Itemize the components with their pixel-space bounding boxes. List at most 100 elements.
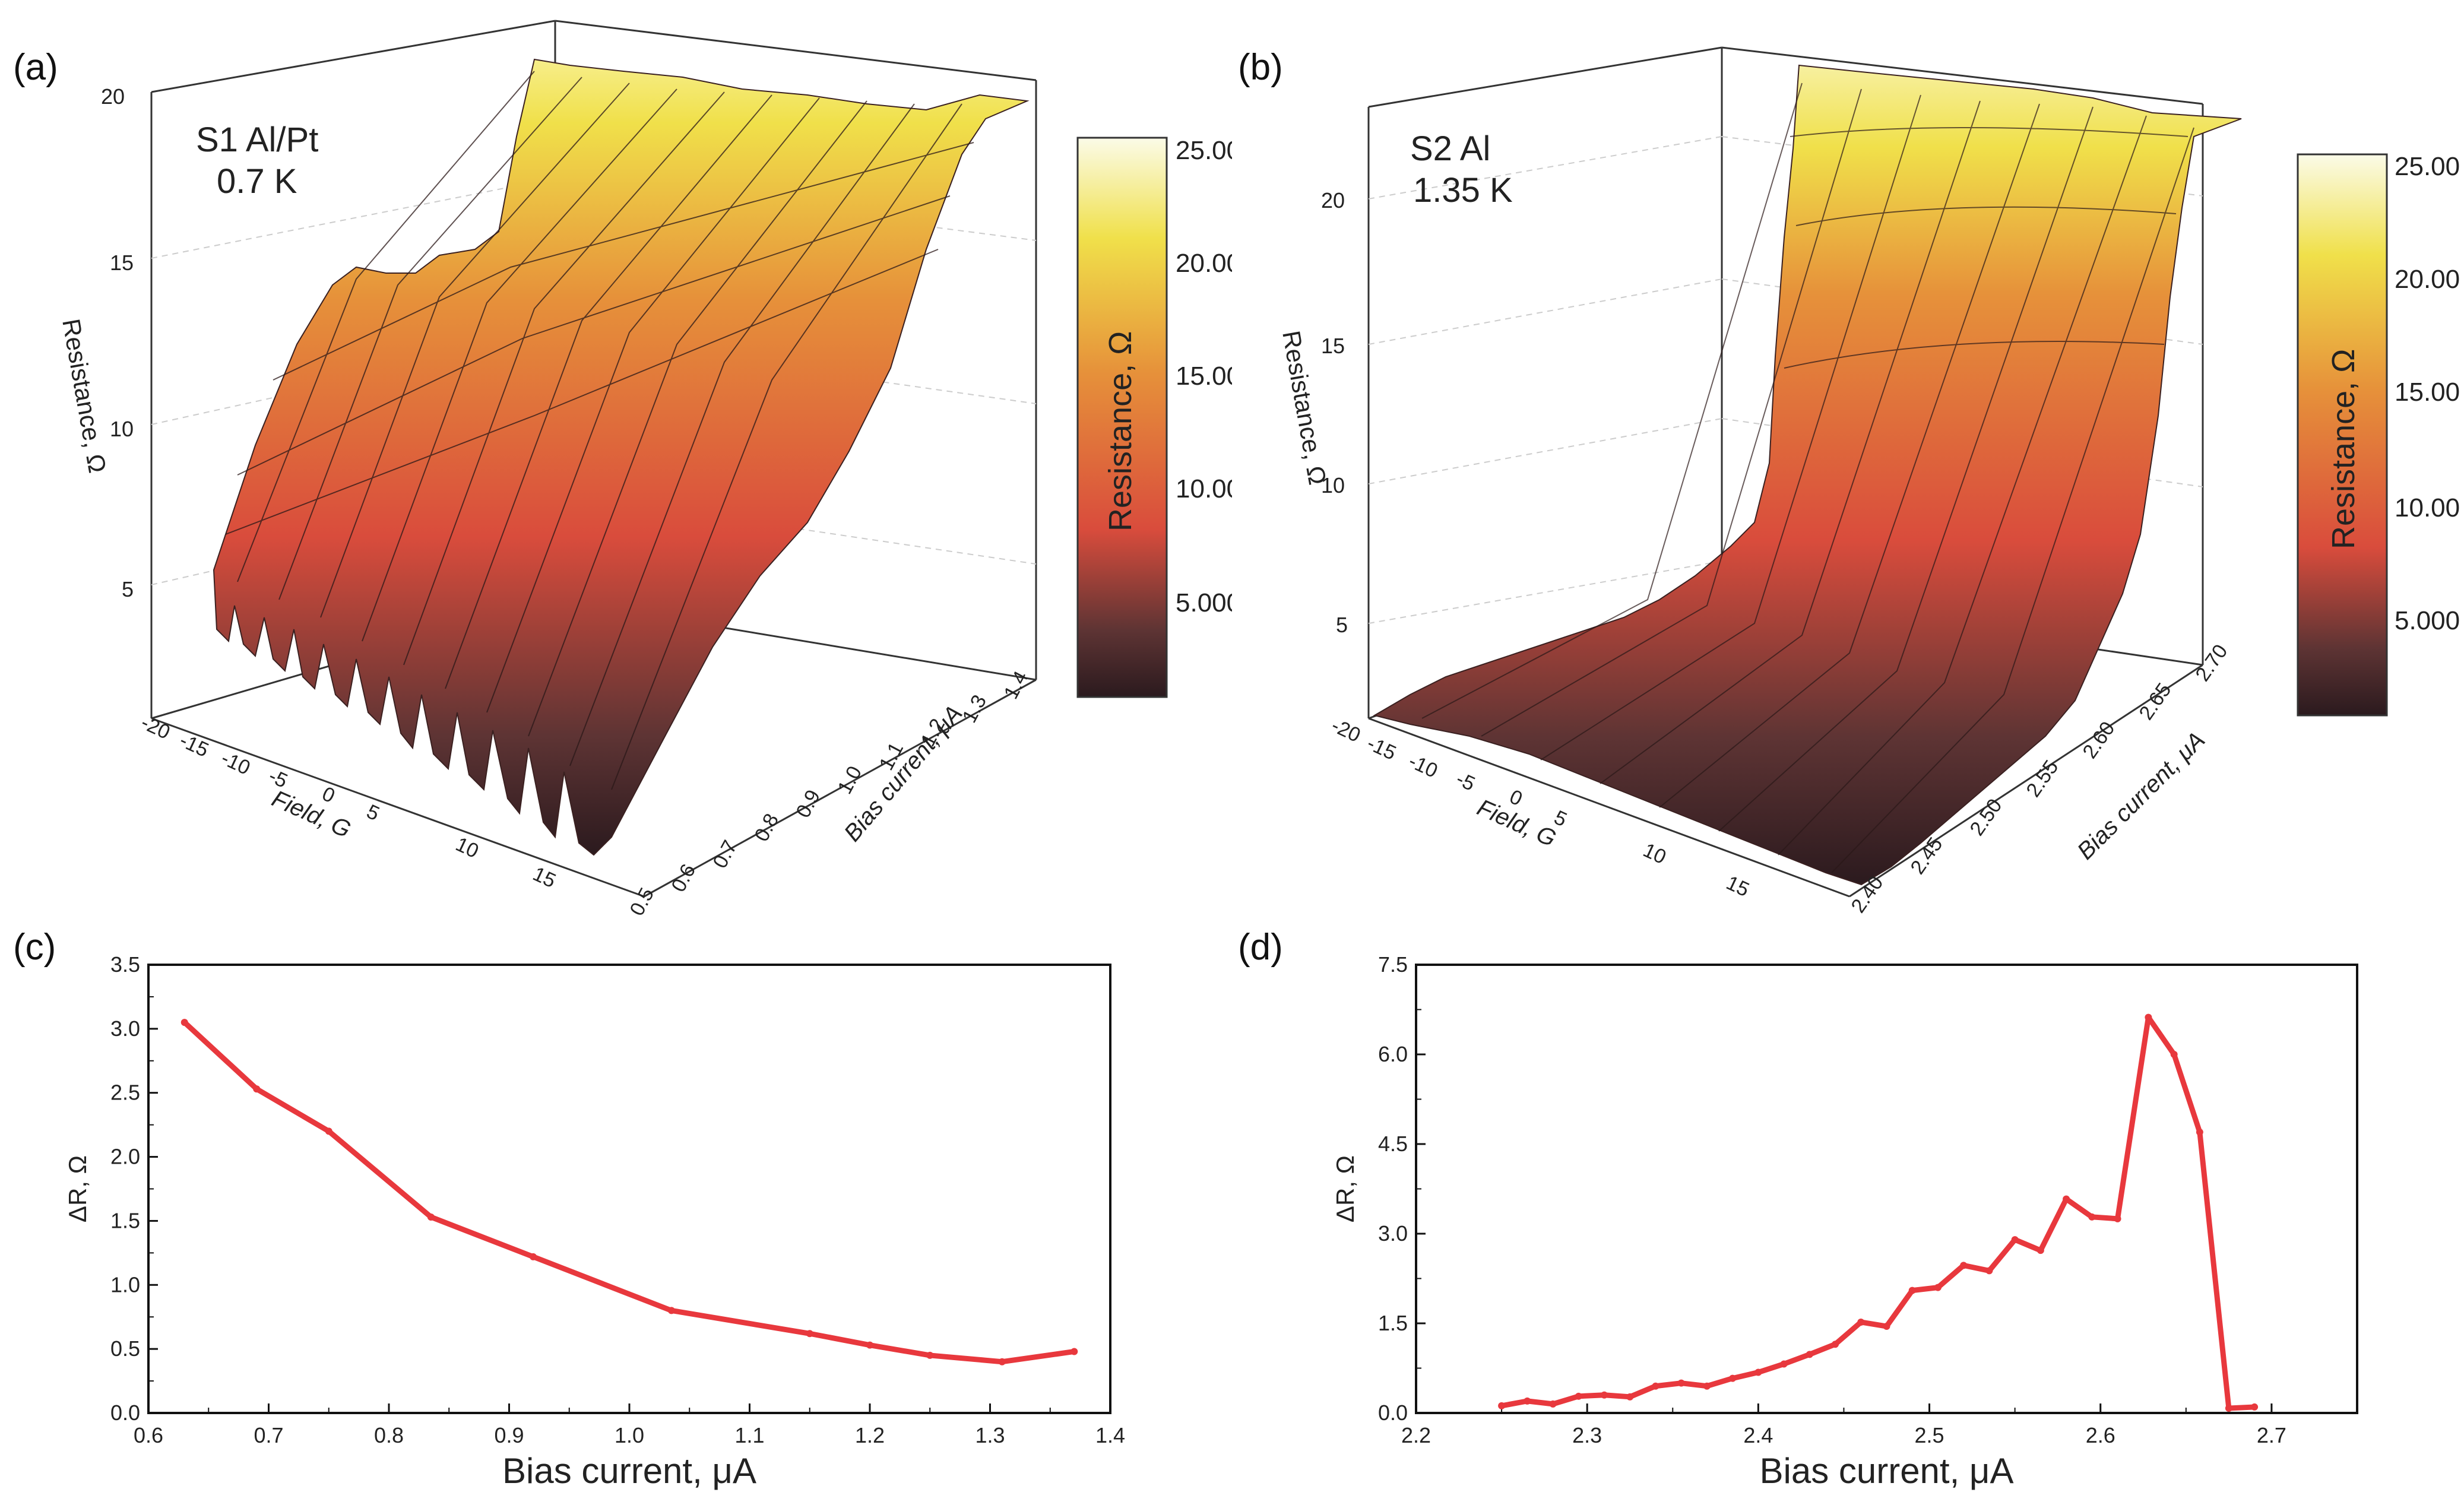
x-tick-b: -15 bbox=[1364, 732, 1400, 765]
x-tick-a: -20 bbox=[138, 711, 174, 744]
data-point bbox=[1857, 1318, 1865, 1326]
y-tick-label: 0.0 bbox=[110, 1401, 140, 1425]
data-point bbox=[2225, 1404, 2232, 1412]
data-point bbox=[1071, 1348, 1078, 1355]
x-tick-label: 0.9 bbox=[494, 1423, 524, 1447]
x-axis-label: Bias current, μA bbox=[1759, 1451, 2013, 1491]
data-series-line bbox=[182, 1020, 1075, 1365]
y-tick-label: 3.5 bbox=[110, 952, 140, 977]
y-tick-a: 0.7 bbox=[709, 837, 742, 872]
data-series-line bbox=[1501, 1015, 2255, 1411]
data-point bbox=[1908, 1287, 1916, 1294]
data-point bbox=[866, 1341, 873, 1349]
y-tick-label: 2.0 bbox=[110, 1145, 140, 1169]
x-tick-label: 2.3 bbox=[1572, 1423, 1602, 1447]
x-tick-label: 2.5 bbox=[1915, 1423, 1944, 1447]
data-point bbox=[1832, 1341, 1839, 1348]
annotation-a-line2: 0.7 K bbox=[217, 162, 297, 201]
x-tick-a: 15 bbox=[530, 863, 559, 892]
x-tick-label: 0.7 bbox=[254, 1423, 283, 1447]
data-point bbox=[926, 1351, 934, 1359]
data-point bbox=[2037, 1247, 2044, 1254]
y-tick-label: 6.0 bbox=[1378, 1042, 1408, 1066]
y-tick-a: 1.0 bbox=[834, 762, 867, 798]
y-tick-label: 3.0 bbox=[1378, 1221, 1408, 1246]
z-tick-a: 5 bbox=[122, 577, 134, 601]
x-tick-a: -15 bbox=[176, 729, 213, 762]
colorbar-tick-a: 5.000 bbox=[1176, 588, 1232, 617]
y-tick-a: 0.8 bbox=[750, 810, 784, 845]
plot-frame bbox=[1415, 964, 2358, 1414]
colorbar-tick-a: 10.00 bbox=[1176, 474, 1232, 503]
data-point bbox=[667, 1307, 675, 1314]
y-tick-label: 3.0 bbox=[110, 1016, 140, 1041]
data-point bbox=[2170, 1051, 2178, 1058]
surface-plot-b: 20 15 10 5 Resistance, Ω -20 -15 -10 -5 … bbox=[1277, 46, 2460, 917]
annotation-a-line1: S1 Al/Pt bbox=[196, 121, 318, 159]
data-point bbox=[2063, 1195, 2070, 1203]
x-tick-b: 10 bbox=[1640, 839, 1670, 869]
line-chart-c: 0.6 0.7 0.8 0.9 1.0 1.1 1.2 1.3 1.4 0.0 0.5 1.0 1.5 2… bbox=[64, 952, 1125, 1491]
data-point bbox=[1960, 1262, 1968, 1269]
z-axis-label-a: Resistance, Ω bbox=[57, 316, 112, 475]
x-tick-a: -10 bbox=[218, 747, 254, 780]
x-tick-label: 2.6 bbox=[2086, 1423, 2115, 1447]
data-point bbox=[1754, 1368, 1762, 1376]
x-tick-label: 2.2 bbox=[1401, 1423, 1431, 1447]
panel-d-label: (d) bbox=[1238, 927, 1283, 968]
data-point bbox=[1729, 1374, 1737, 1382]
x-tick-label: 0.8 bbox=[374, 1423, 404, 1447]
colorbar-tick-b: 5.000 bbox=[2395, 606, 2460, 635]
data-point bbox=[1883, 1323, 1890, 1330]
colorbar-label-a: Resistance, Ω bbox=[1103, 331, 1138, 532]
y-tick-b: 2.70 bbox=[2191, 641, 2232, 686]
colorbar-tick-b: 15.00 bbox=[2395, 378, 2460, 407]
x-axis-label-a: Field, G bbox=[268, 785, 354, 843]
data-point bbox=[1780, 1360, 1788, 1368]
y-axis-label: ΔR, Ω bbox=[1331, 1155, 1359, 1222]
data-point bbox=[1934, 1284, 1942, 1291]
x-tick-a: 5 bbox=[363, 800, 383, 825]
data-point bbox=[1498, 1402, 1506, 1409]
annotation-b-line2: 1.35 K bbox=[1413, 171, 1513, 210]
y-tick-b: 2.50 bbox=[1965, 795, 2006, 840]
data-point bbox=[1806, 1351, 1813, 1358]
plot-frame bbox=[147, 964, 1111, 1414]
data-point bbox=[806, 1330, 813, 1338]
data-point bbox=[2088, 1213, 2096, 1221]
colorbar-label-b: Resistance, Ω bbox=[2326, 349, 2361, 550]
y-tick-label: 4.5 bbox=[1378, 1132, 1408, 1156]
x-tick-b: -5 bbox=[1453, 768, 1478, 796]
z-tick-b: 20 bbox=[1321, 188, 1345, 213]
y-tick-label: 0.5 bbox=[110, 1336, 140, 1361]
data-point bbox=[1549, 1400, 1557, 1408]
x-axis-label: Bias current, μA bbox=[502, 1451, 756, 1491]
x-tick-label: 1.4 bbox=[1095, 1423, 1125, 1447]
x-tick-a: 0 bbox=[319, 782, 338, 807]
y-tick-a: 0.6 bbox=[667, 860, 701, 896]
data-point bbox=[2251, 1403, 2259, 1411]
data-point bbox=[1703, 1382, 1711, 1390]
x-tick-label: 1.2 bbox=[855, 1423, 885, 1447]
data-point bbox=[1524, 1397, 1531, 1405]
colorbar-a bbox=[1076, 137, 1168, 698]
z-tick-b: 10 bbox=[1321, 473, 1345, 498]
colorbar-tick-b: 25.00 bbox=[2395, 152, 2460, 181]
y-tick-label: 1.5 bbox=[110, 1208, 140, 1232]
y-tick-label: 1.0 bbox=[110, 1272, 140, 1297]
data-point bbox=[1985, 1267, 1993, 1275]
y-tick-a: 0.5 bbox=[626, 884, 659, 920]
colorbar-tick-a: 25.00 bbox=[1176, 136, 1232, 165]
x-tick-label: 2.4 bbox=[1743, 1423, 1773, 1447]
surface-plot-a: 20 15 10 5 Resistance, Ω -20 -15 -10 -5 … bbox=[57, 20, 1232, 920]
x-tick-b: -20 bbox=[1328, 714, 1364, 747]
surface-b bbox=[1373, 64, 2242, 886]
colorbar-tick-a: 20.00 bbox=[1176, 249, 1232, 278]
line-chart-d: 2.2 2.3 2.4 2.5 2.6 2.7 0.0 1.5 3.0 4.5 6.0 7.5 Bias… bbox=[1331, 952, 2358, 1491]
z-tick-a: 10 bbox=[110, 417, 134, 441]
y-tick-label: 0.0 bbox=[1378, 1401, 1408, 1425]
x-tick-label: 1.1 bbox=[734, 1423, 764, 1447]
colorbar-tick-a: 15.00 bbox=[1176, 362, 1232, 391]
y-axis-label: ΔR, Ω bbox=[64, 1155, 91, 1222]
data-point bbox=[325, 1127, 332, 1135]
